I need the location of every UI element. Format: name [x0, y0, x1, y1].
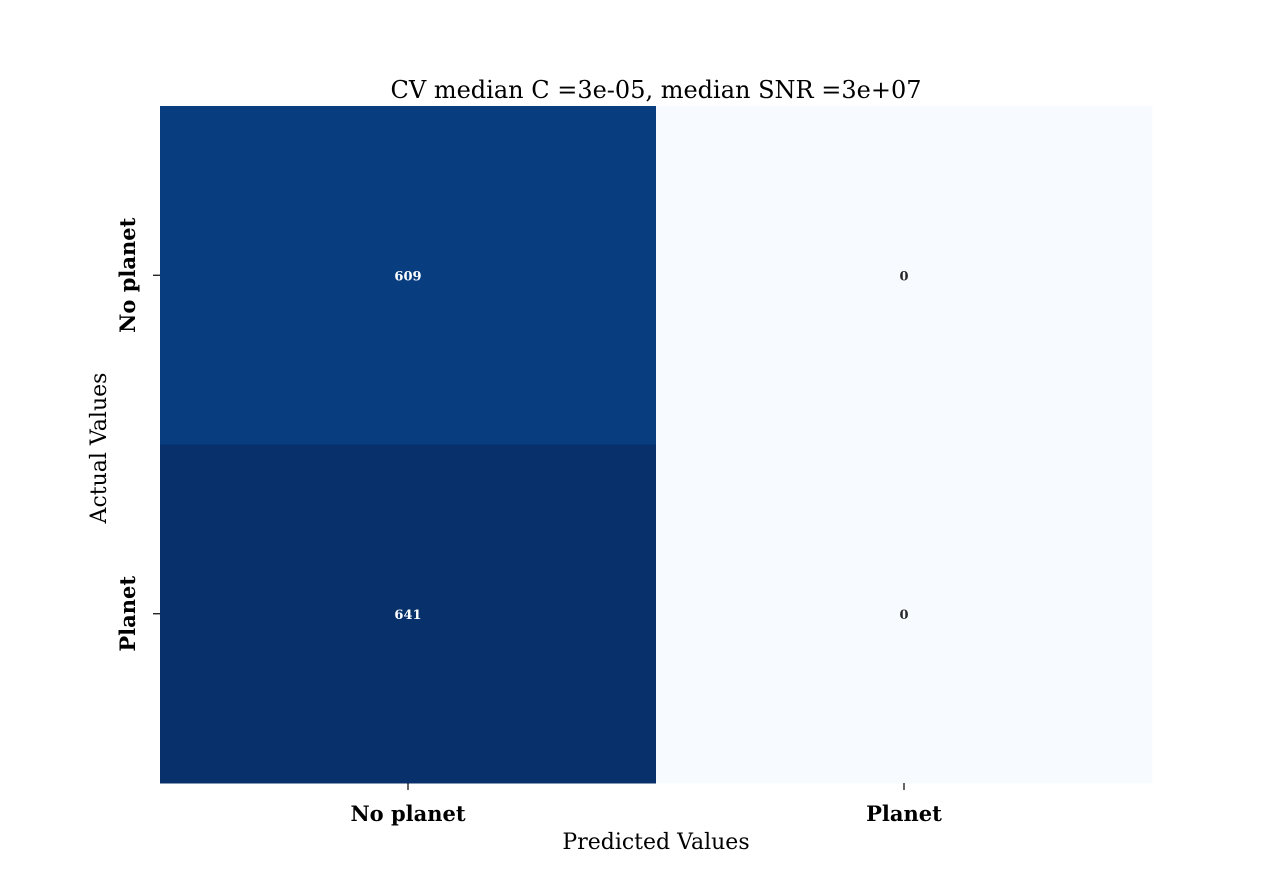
cell-value-label: 0: [899, 269, 908, 284]
y-axis-label: Actual Values: [87, 373, 112, 525]
heatmap-cells: 609 0 641 0: [160, 106, 1153, 784]
y-tick-label: Planet: [115, 576, 140, 652]
cell-value-label: 609: [394, 269, 421, 284]
cell-value-label: 0: [899, 608, 908, 623]
heatmap-cell: [160, 444, 657, 784]
x-axis-label: Predicted Values: [562, 830, 749, 855]
y-tick-label: No planet: [115, 217, 140, 332]
heatmap-cell: [160, 106, 657, 445]
heatmap-cell: [656, 106, 1153, 445]
cell-value-label: 641: [394, 608, 421, 623]
chart-title: CV median C =3e-05, median SNR =3e+07: [391, 76, 922, 104]
x-tick-label: Planet: [866, 801, 942, 826]
heatmap-cell: [656, 444, 1153, 784]
y-axis-ticks: No planet Planet: [115, 217, 160, 652]
x-tick-label: No planet: [350, 801, 465, 826]
x-axis-ticks: No planet Planet: [350, 783, 942, 826]
